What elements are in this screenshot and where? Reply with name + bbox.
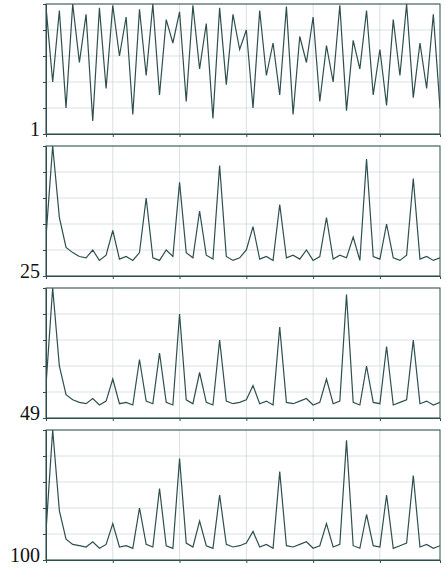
grid-line	[46, 482, 440, 483]
grid	[46, 430, 440, 560]
plot-frame	[46, 146, 440, 276]
grid-line	[46, 456, 440, 457]
plot-frame	[46, 4, 440, 134]
axis-line	[47, 135, 441, 138]
plot-frame	[46, 430, 440, 560]
grid-line	[46, 534, 440, 535]
panel	[43, 4, 441, 137]
panel-label: 1	[30, 118, 40, 140]
plot-background	[46, 4, 440, 134]
marks	[46, 288, 440, 405]
grid-line	[313, 430, 314, 560]
grid-line	[46, 366, 440, 367]
grid-line	[379, 4, 380, 134]
grid-line	[246, 146, 247, 276]
grid-line	[313, 288, 314, 418]
panel-label: 25	[20, 260, 40, 282]
grid-line	[46, 198, 440, 199]
axis-line	[47, 277, 441, 280]
grid-line	[46, 250, 440, 251]
grid-line	[313, 146, 314, 276]
panel	[43, 288, 441, 421]
plot-background	[46, 146, 440, 276]
grid	[46, 4, 440, 134]
plot-background	[46, 288, 440, 418]
grid-line	[112, 146, 113, 276]
axis-line	[47, 561, 441, 564]
marks	[46, 430, 440, 548]
grid-line	[246, 430, 247, 560]
spectrum-line	[46, 430, 440, 548]
marks	[46, 4, 440, 121]
grid-line	[112, 430, 113, 560]
grid-line	[46, 314, 440, 315]
grid-line	[112, 288, 113, 418]
spectrum-line	[46, 146, 440, 260]
grid-line	[46, 508, 440, 509]
grid-line	[246, 4, 247, 134]
grid-line	[112, 4, 113, 134]
grid	[46, 146, 440, 276]
grid-line	[46, 172, 440, 173]
grid-line	[179, 430, 180, 560]
panel-label: 49	[20, 402, 40, 424]
axis-line	[47, 419, 441, 422]
grid	[46, 288, 440, 418]
panel	[43, 430, 441, 563]
marks	[46, 146, 440, 260]
panel	[43, 146, 441, 279]
grid-line	[46, 224, 440, 225]
grid-line	[46, 30, 440, 31]
grid-line	[46, 340, 440, 341]
plot-frame	[46, 288, 440, 418]
plot-background	[46, 430, 440, 560]
panel-label: 100	[10, 544, 40, 566]
grid-line	[179, 288, 180, 418]
grid-line	[179, 146, 180, 276]
figure: 1 25 49 100	[0, 0, 446, 584]
spectrum-line	[46, 4, 440, 121]
spectrum-line	[46, 288, 440, 405]
grid-line	[46, 108, 440, 109]
